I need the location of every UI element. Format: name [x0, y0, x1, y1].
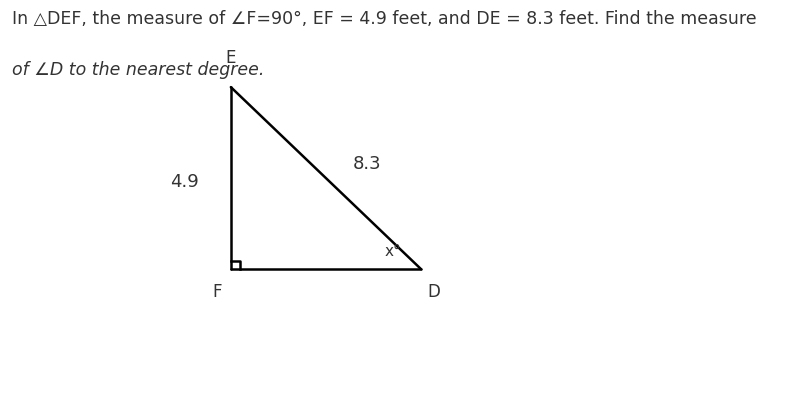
- Text: In △DEF, the measure of ∠F=90°, EF = 4.9 feet, and DE = 8.3 feet. Find the measu: In △DEF, the measure of ∠F=90°, EF = 4.9…: [12, 10, 757, 28]
- Text: E: E: [226, 50, 236, 67]
- Text: D: D: [428, 283, 441, 301]
- Text: 8.3: 8.3: [352, 155, 381, 173]
- Text: F: F: [212, 283, 222, 301]
- Text: of ∠D to the nearest degree.: of ∠D to the nearest degree.: [12, 61, 265, 79]
- Text: x°: x°: [384, 244, 401, 259]
- Text: 4.9: 4.9: [170, 173, 198, 191]
